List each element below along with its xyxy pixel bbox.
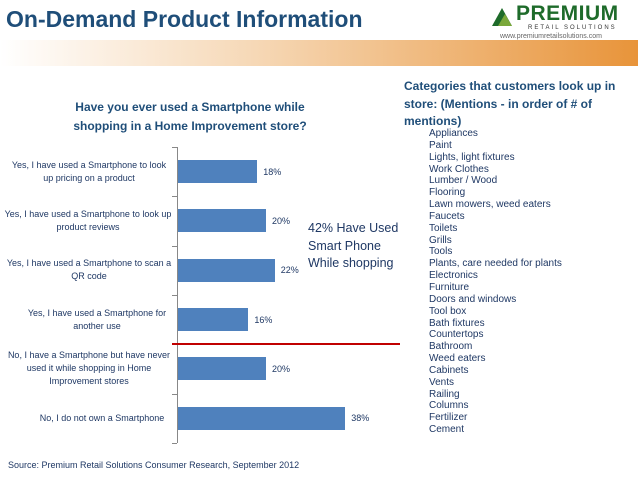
category-item: Bath fixtures — [429, 317, 485, 329]
category-item: Cement — [429, 424, 465, 436]
bar-value-label: 22% — [280, 265, 299, 276]
chart-divider-line — [172, 343, 400, 345]
category-item: Doors and windows — [429, 293, 517, 305]
bar-value-label: 20% — [272, 363, 291, 374]
category-item: Furniture — [429, 281, 470, 293]
bar — [178, 357, 266, 381]
category-item: Columns — [429, 400, 469, 412]
header-band — [0, 40, 638, 66]
bar — [178, 308, 249, 332]
category-item: Work Clothes — [429, 163, 489, 175]
chart-title: Have you ever used a Smartphone while sh… — [73, 100, 307, 133]
category-item: Plants, care needed for plants — [429, 258, 562, 270]
bar — [178, 160, 258, 184]
source-note: Source: Premium Retail Solutions Consume… — [8, 460, 300, 470]
axis-tick — [172, 294, 177, 296]
chart-callout: 42% Have Used Smart Phone While shopping — [308, 221, 399, 270]
category-label: No, I have a Smartphone but have never u… — [7, 350, 171, 387]
chart-axis — [177, 147, 178, 443]
category-label: Yes, I have used a Smartphone to scan a … — [6, 258, 172, 282]
category-item: Cabinets — [429, 364, 469, 376]
bar — [178, 406, 346, 430]
category-item: Grills — [429, 234, 452, 246]
category-label: Yes, I have used a Smartphone to look up… — [11, 159, 167, 183]
category-label: No, I do not own a Smartphone — [39, 412, 165, 423]
axis-tick — [172, 442, 177, 444]
category-item: Lights, light fixtures — [429, 151, 515, 163]
category-item: Flooring — [429, 187, 466, 199]
axis-tick — [172, 393, 177, 395]
category-item: Appliances — [429, 128, 478, 139]
category-item: Toilets — [429, 222, 458, 234]
category-label: Yes, I have used a Smartphone to look up… — [4, 208, 172, 232]
category-label: Yes, I have used a Smartphone for anothe… — [27, 307, 167, 331]
categories-list: Appliances Paint Lights, light fixtures Wor… — [429, 128, 562, 436]
category-item: Lumber / Wood — [429, 175, 498, 187]
logo-subtitle: RETAIL SOLUTIONS — [528, 25, 617, 31]
category-item: Fertilizer — [429, 412, 468, 424]
categories-title: Categories that customers look up in sto… — [404, 79, 616, 128]
category-item: Countertops — [429, 329, 484, 341]
bar-value-label: 38% — [351, 413, 370, 424]
bar-value-label: 20% — [272, 215, 291, 226]
bar — [178, 258, 275, 282]
logo-mark-icon — [492, 8, 512, 26]
bar — [178, 209, 266, 233]
category-item: Weed eaters — [429, 353, 486, 365]
logo-name: PREMIUM — [516, 2, 619, 25]
bar-value-label: 16% — [254, 314, 273, 325]
category-item: Tools — [429, 246, 453, 258]
logo-url: www.premiumretailsolutions.com — [500, 33, 602, 40]
category-item: Tool box — [429, 305, 467, 317]
page-title: On-Demand Product Information — [6, 6, 363, 32]
category-item: Railing — [429, 388, 460, 400]
category-item: Electronics — [429, 270, 478, 282]
category-item: Vents — [429, 376, 455, 388]
axis-tick — [172, 147, 177, 148]
company-logo: PREMIUM RETAIL SOLUTIONS www.premiumreta… — [492, 2, 632, 43]
bar-value-label: 18% — [263, 166, 282, 177]
axis-tick — [172, 245, 177, 247]
axis-tick — [172, 196, 177, 198]
category-item: Paint — [429, 139, 452, 151]
category-item: Faucets — [429, 210, 465, 222]
category-item: Bathroom — [429, 341, 473, 353]
category-item: Lawn mowers, weed eaters — [429, 199, 551, 211]
